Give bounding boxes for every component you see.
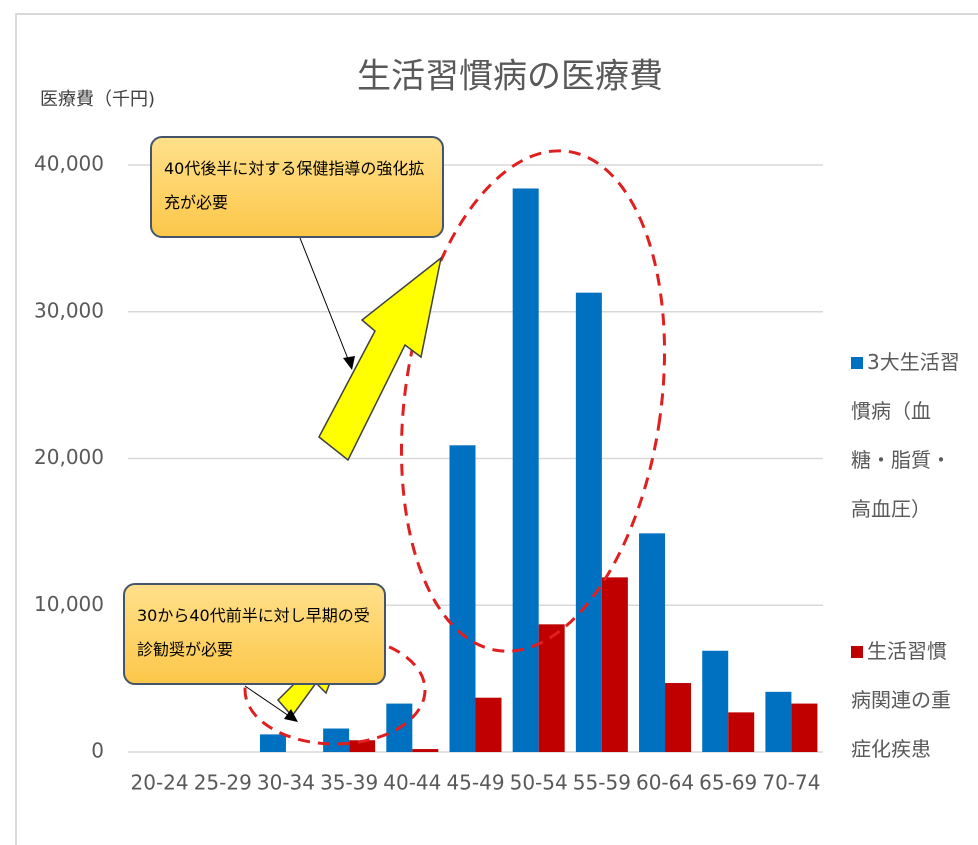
pointer-line <box>244 685 293 719</box>
y-tick-label: 20,000 <box>34 445 104 469</box>
y-tick-label: 30,000 <box>34 298 104 322</box>
bar <box>323 728 350 752</box>
x-tick-label: 40-44 <box>383 771 441 795</box>
highlight-ellipse <box>399 149 667 653</box>
x-tick-label: 45-49 <box>446 771 504 795</box>
x-tick-label: 20-24 <box>131 771 189 795</box>
legend-item: 3大生活習慣病（血糖・脂質・高血圧） <box>851 338 963 534</box>
bar <box>601 577 628 752</box>
pointer-line <box>299 237 351 365</box>
bar <box>412 749 439 752</box>
x-tick-label: 30-34 <box>257 771 315 795</box>
x-tick-label: 25-29 <box>194 771 252 795</box>
chart-frame <box>15 13 978 845</box>
bar <box>475 697 502 752</box>
bar <box>259 734 286 752</box>
bar <box>349 740 376 752</box>
x-tick-label: 70-74 <box>762 771 820 795</box>
bar <box>639 533 666 752</box>
x-tick-label: 50-54 <box>510 771 568 795</box>
y-tick-label: 10,000 <box>34 592 104 616</box>
bar <box>702 650 729 752</box>
legend-swatch <box>851 357 863 369</box>
bar <box>791 703 818 752</box>
bar <box>765 691 792 752</box>
y-axis-label: 医療費（千円) <box>40 89 155 110</box>
pointer-head <box>343 356 355 370</box>
legend-label: 3大生活習慣病（血糖・脂質・高血圧） <box>851 350 960 521</box>
legend-swatch <box>851 646 863 658</box>
callout: 40代後半に対する保健指導の強化拡充が必要 <box>150 136 444 238</box>
bar <box>512 188 539 753</box>
bar <box>449 445 476 752</box>
x-tick-label: 35-39 <box>320 771 378 795</box>
pointer-head <box>284 709 298 722</box>
plot: 0 10,000 20,000 30,000 40,000 20-24 25-29 30-34… <box>34 152 823 795</box>
legend-item: 生活習慣病関連の重症化疾患 <box>851 627 963 774</box>
chart-title: 生活習慣病の医療費 <box>357 57 663 97</box>
legend-label: 生活習慣病関連の重症化疾患 <box>851 639 951 761</box>
callout: 30から40代前半に対し早期の受診勧奨が必要 <box>123 583 386 685</box>
x-tick-label: 60-64 <box>636 771 694 795</box>
big-arrow <box>318 256 443 462</box>
y-tick-label: 0 <box>91 739 104 763</box>
bar <box>665 683 692 752</box>
bar <box>728 712 755 752</box>
x-tick-label: 65-69 <box>699 771 757 795</box>
y-tick-label: 40,000 <box>34 152 104 176</box>
bar <box>575 292 602 752</box>
x-tick-label: 55-59 <box>573 771 631 795</box>
bar <box>538 624 565 752</box>
